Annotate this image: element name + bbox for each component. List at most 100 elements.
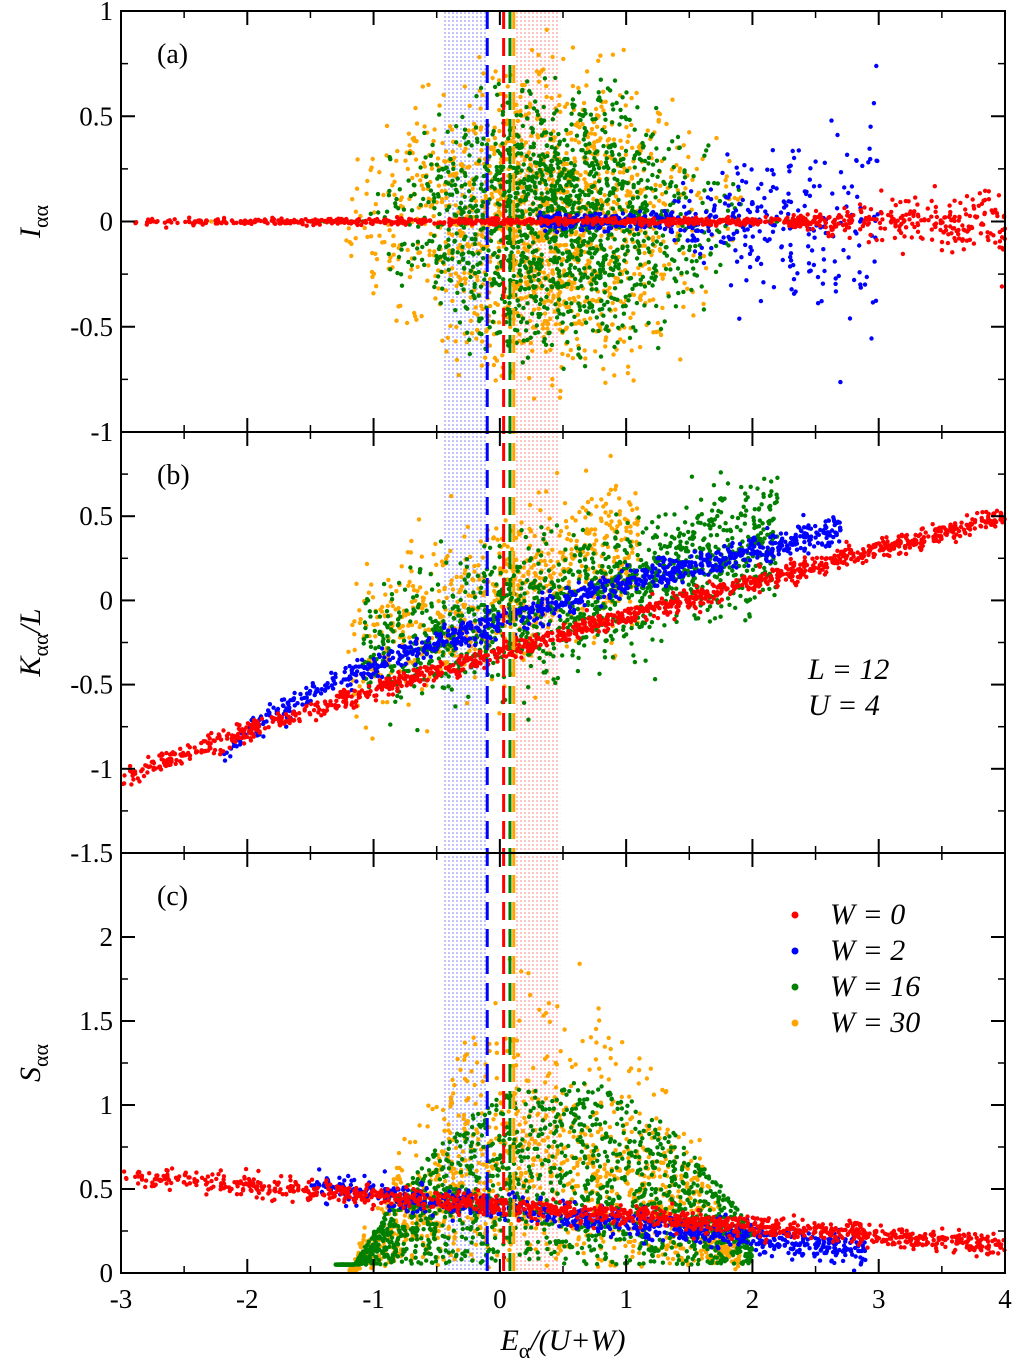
point-a-w16 xyxy=(449,192,455,197)
point-b-w30 xyxy=(407,635,412,640)
point-a-w16 xyxy=(525,79,530,84)
point-a-w16 xyxy=(576,236,581,241)
point-a-w16 xyxy=(583,142,588,148)
point-a-w16 xyxy=(595,247,600,252)
point-a-w2 xyxy=(854,158,859,163)
point-a-w0 xyxy=(971,241,977,246)
point-b-w30 xyxy=(375,622,380,627)
point-a-w16 xyxy=(531,106,537,111)
point-a-w30 xyxy=(431,138,436,144)
point-a-w16 xyxy=(522,232,527,238)
point-a-w30 xyxy=(634,90,639,96)
point-a-w0 xyxy=(827,214,832,220)
point-a-w30 xyxy=(443,159,448,164)
point-a-w30 xyxy=(557,93,562,99)
point-b-w30 xyxy=(526,571,531,576)
point-a-w16 xyxy=(436,255,441,261)
point-a-w30 xyxy=(662,263,667,268)
point-a-w16 xyxy=(654,146,659,151)
point-b-w30 xyxy=(569,547,574,552)
point-a-w16 xyxy=(603,160,609,165)
point-a-w30 xyxy=(584,83,589,88)
point-a-w30 xyxy=(433,296,438,301)
point-a-w16 xyxy=(437,112,442,117)
point-a-w0 xyxy=(903,225,909,230)
point-b-w30 xyxy=(570,515,575,520)
point-b-w30 xyxy=(606,513,611,518)
point-a-w2 xyxy=(771,172,776,177)
point-a-w30 xyxy=(632,271,637,277)
point-a-w30 xyxy=(413,105,418,111)
point-b-w30 xyxy=(450,587,456,592)
point-a-w16 xyxy=(524,320,530,325)
point-a-w16 xyxy=(537,203,542,209)
point-a-w30 xyxy=(458,233,463,238)
point-a-w30 xyxy=(439,188,444,194)
point-a-w16 xyxy=(481,256,486,261)
point-b-w30 xyxy=(604,534,609,539)
point-a-w30 xyxy=(493,301,498,306)
point-a-w16 xyxy=(477,331,482,336)
point-a-w30 xyxy=(658,248,663,254)
point-a-w16 xyxy=(562,198,568,204)
point-a-w2 xyxy=(578,227,584,233)
point-a-w16 xyxy=(590,202,595,207)
point-a-w16 xyxy=(462,194,467,199)
point-a-w16 xyxy=(552,235,557,240)
point-a-w30 xyxy=(664,121,669,127)
point-a-w16 xyxy=(569,229,574,235)
point-a-w2 xyxy=(860,163,865,169)
point-a-w16 xyxy=(519,209,525,214)
point-a-w16 xyxy=(521,189,526,194)
point-a-w16 xyxy=(462,171,468,176)
point-a-w16 xyxy=(611,250,616,255)
point-a-w16 xyxy=(473,237,478,242)
point-a-w16 xyxy=(485,168,491,173)
point-a-w16 xyxy=(541,210,546,216)
point-a-w16 xyxy=(596,328,601,334)
point-a-w16 xyxy=(670,139,675,144)
point-a-w16 xyxy=(543,276,548,281)
point-a-w16 xyxy=(599,298,604,303)
point-a-w16 xyxy=(596,90,601,95)
point-a-w30 xyxy=(653,182,658,188)
point-a-w16 xyxy=(619,115,624,120)
point-b-w30 xyxy=(354,714,359,719)
point-a-w2 xyxy=(770,184,776,190)
point-a-w16 xyxy=(634,300,640,306)
point-a-w16 xyxy=(677,145,682,150)
point-a-w16 xyxy=(549,183,554,188)
point-a-w16 xyxy=(491,310,497,315)
point-a-w16 xyxy=(530,227,535,232)
point-a-w2 xyxy=(791,277,797,282)
point-a-w30 xyxy=(392,179,397,184)
point-a-w16 xyxy=(653,274,658,279)
point-a-w16 xyxy=(567,270,573,275)
point-a-w16 xyxy=(461,225,467,230)
point-a-w16 xyxy=(606,328,611,333)
point-a-w16 xyxy=(514,113,519,118)
point-a-w0 xyxy=(822,218,828,223)
point-a-w30 xyxy=(548,316,553,322)
point-a-w16 xyxy=(537,180,542,185)
point-a-w16 xyxy=(526,244,532,249)
point-a-w0 xyxy=(304,223,309,228)
point-b-w30 xyxy=(532,570,538,576)
point-a-w30 xyxy=(390,243,396,248)
point-a-w16 xyxy=(691,266,696,271)
point-a-w30 xyxy=(423,203,429,208)
point-a-w16 xyxy=(644,132,649,138)
point-a-w16 xyxy=(538,121,544,126)
point-a-w2 xyxy=(869,336,874,341)
point-a-w16 xyxy=(477,158,482,164)
point-a-w16 xyxy=(590,117,595,122)
point-a-w16 xyxy=(515,186,520,191)
point-a-w0 xyxy=(926,218,931,223)
point-a-w2 xyxy=(832,259,837,264)
point-b-w30 xyxy=(495,537,500,542)
point-a-w0 xyxy=(221,215,227,221)
point-a-w30 xyxy=(493,378,498,383)
point-a-w16 xyxy=(516,134,521,139)
point-a-w30 xyxy=(637,272,643,277)
